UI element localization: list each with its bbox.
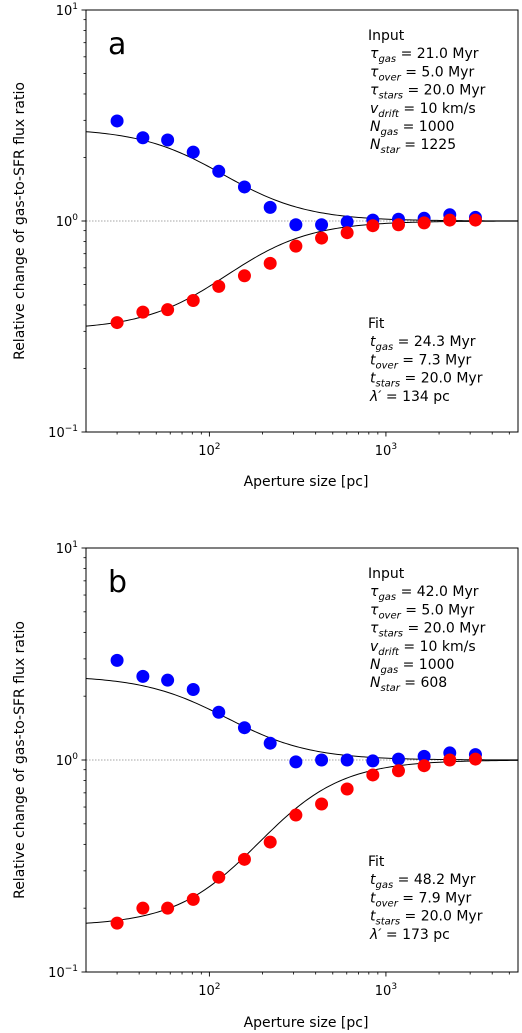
panel-a: 102 103 10−1 100 101 Aperture size [pc] Relati… bbox=[12, 2, 519, 490]
x-axis-label: Aperture size [pc] bbox=[244, 1015, 369, 1031]
red-data-point bbox=[136, 305, 150, 319]
y-tick-label: 10−1 bbox=[48, 964, 78, 981]
blue-data-point bbox=[161, 133, 175, 147]
input-params-line: Ngas = 1000 bbox=[370, 119, 454, 138]
red-data-point bbox=[391, 218, 405, 232]
panel-letter: a bbox=[108, 27, 126, 62]
red-data-point bbox=[468, 213, 482, 227]
blue-data-point bbox=[136, 669, 150, 683]
red-data-point bbox=[340, 226, 354, 240]
fit-params-title: Fit bbox=[368, 854, 385, 870]
red-data-point bbox=[186, 892, 200, 906]
red-data-point bbox=[161, 303, 175, 317]
red-data-point bbox=[212, 279, 226, 293]
input-params-line: τgas = 42.0 Myr bbox=[370, 584, 479, 603]
input-params-line: τstars = 20.0 Myr bbox=[370, 621, 486, 640]
blue-data-point bbox=[263, 736, 277, 750]
blue-data-point bbox=[289, 755, 303, 769]
input-params-line: τover = 5.0 Myr bbox=[370, 64, 474, 83]
y-tick-label: 10−1 bbox=[48, 424, 78, 441]
input-params-line: Nstar = 1225 bbox=[370, 137, 456, 156]
blue-data-point bbox=[315, 218, 329, 232]
red-data-point bbox=[110, 316, 124, 330]
red-data-point bbox=[340, 782, 354, 796]
blue-data-point bbox=[136, 131, 150, 145]
blue-data-point bbox=[110, 114, 124, 128]
x-axis-label: Aperture size [pc] bbox=[244, 474, 369, 490]
x-tick-label: 103 bbox=[375, 982, 397, 999]
red-data-point bbox=[237, 852, 251, 866]
red-data-point bbox=[468, 752, 482, 766]
red-data-point bbox=[237, 269, 251, 283]
red-data-point bbox=[366, 219, 380, 233]
red-data-point bbox=[443, 753, 457, 767]
red-data-point bbox=[161, 901, 175, 915]
panel-b: 102 103 10−1 100 101 Aperture size [pc] Relati… bbox=[12, 540, 519, 1031]
blue-data-point bbox=[263, 200, 277, 214]
y-axis-label: Relative change of gas-to-SFR flux ratio bbox=[12, 621, 28, 899]
fit-params-line: tover = 7.3 Myr bbox=[370, 352, 472, 371]
fit-params-line: tgas = 24.3 Myr bbox=[370, 334, 476, 353]
blue-data-point bbox=[340, 753, 354, 767]
blue-data-point bbox=[186, 683, 200, 697]
blue-data-point bbox=[212, 164, 226, 178]
blue-data-point bbox=[237, 721, 251, 735]
input-params-title: Input bbox=[368, 566, 405, 582]
blue-data-point bbox=[186, 145, 200, 159]
input-params-line: vdrift = 10 km/s bbox=[370, 101, 476, 120]
fit-params-line: tover = 7.9 Myr bbox=[370, 890, 472, 909]
blue-data-point bbox=[366, 754, 380, 768]
input-params-line: Ngas = 1000 bbox=[370, 657, 454, 676]
red-data-point bbox=[417, 759, 431, 773]
input-params-line: τover = 5.0 Myr bbox=[370, 602, 474, 621]
red-data-point bbox=[263, 256, 277, 270]
y-tick-label: 100 bbox=[56, 213, 79, 230]
y-tick-label: 101 bbox=[56, 2, 78, 19]
panel-letter: b bbox=[108, 565, 127, 600]
x-tick-label: 103 bbox=[375, 442, 397, 459]
red-data-point bbox=[366, 768, 380, 782]
fit-params-line: λ′ = 134 pc bbox=[369, 389, 450, 405]
y-tick-label: 100 bbox=[56, 752, 79, 769]
red-data-point bbox=[417, 216, 431, 230]
blue-data-point bbox=[161, 673, 175, 687]
red-data-point bbox=[315, 797, 329, 811]
y-tick-label: 101 bbox=[56, 540, 78, 557]
blue-data-point bbox=[340, 215, 354, 229]
input-params-line: vdrift = 10 km/s bbox=[370, 639, 476, 658]
blue-data-point bbox=[391, 752, 405, 766]
fit-curve-lower bbox=[85, 220, 518, 327]
blue-data-point bbox=[417, 749, 431, 763]
input-params-title: Input bbox=[368, 28, 405, 44]
blue-data-point bbox=[212, 705, 226, 719]
red-data-point bbox=[186, 293, 200, 307]
fit-params-line: tgas = 48.2 Myr bbox=[370, 872, 476, 891]
red-data-point bbox=[315, 231, 329, 245]
input-params-line: τstars = 20.0 Myr bbox=[370, 83, 486, 102]
red-data-point bbox=[110, 916, 124, 930]
fit-params-line: λ′ = 173 pc bbox=[369, 927, 450, 943]
blue-data-point bbox=[289, 218, 303, 232]
red-data-point bbox=[136, 901, 150, 915]
blue-data-point bbox=[110, 653, 124, 667]
red-data-point bbox=[289, 808, 303, 822]
fit-params-line: tstars = 20.0 Myr bbox=[370, 371, 483, 390]
input-params-line: τgas = 21.0 Myr bbox=[370, 46, 479, 65]
x-tick-label: 102 bbox=[198, 442, 220, 459]
red-data-point bbox=[391, 764, 405, 778]
red-data-point bbox=[289, 239, 303, 253]
input-params-line: Nstar = 608 bbox=[370, 675, 447, 694]
red-data-point bbox=[263, 835, 277, 849]
y-axis-label: Relative change of gas-to-SFR flux ratio bbox=[12, 82, 28, 360]
x-tick-label: 102 bbox=[198, 982, 220, 999]
red-data-point bbox=[443, 213, 457, 227]
fit-params-title: Fit bbox=[368, 316, 385, 332]
fit-params-line: tstars = 20.0 Myr bbox=[370, 909, 483, 928]
blue-data-point bbox=[315, 753, 329, 767]
blue-data-point bbox=[237, 180, 251, 194]
red-data-point bbox=[212, 870, 226, 884]
